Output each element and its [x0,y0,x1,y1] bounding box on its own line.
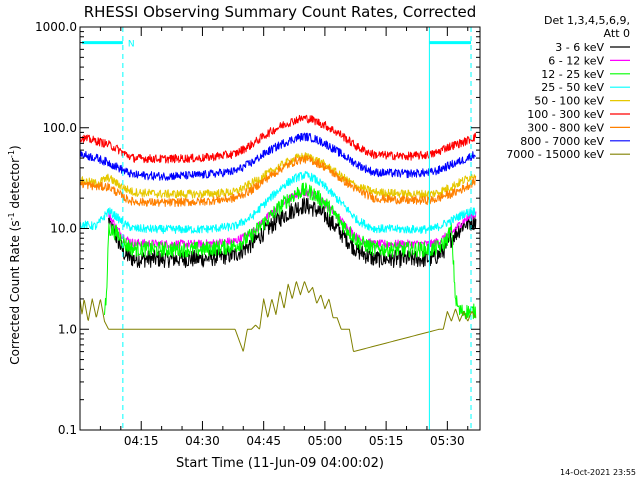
footer-date: 14-Oct-2021 23:55 [560,468,636,477]
series-line-7000-15000-kev [80,281,477,353]
legend-label-3-6-kev: 3 - 6 keV [555,41,604,54]
chart-title: RHESSI Observing Summary Count Rates, Co… [84,3,477,21]
series-line-3-6-kev [108,197,477,269]
series-line-6-12-kev [108,188,477,249]
series-6-12-kev [108,188,477,249]
legend-label-100-300-kev: 100 - 300 keV [527,108,604,121]
y-axis-label: Corrected Count Rate (s-1 detector-1) [7,145,22,364]
legend-label-300-800-kev: 300 - 800 keV [527,121,604,134]
series-line-50-100-kev [80,152,477,199]
legend-header-line-2: Att 0 [604,27,630,40]
series-25-50-kev [80,170,476,235]
y-axis-label-mid: detector [8,158,22,213]
series-3-6-kev [108,197,477,269]
series-12-25-kev [103,182,477,320]
legend-label-800-7000-kev: 800 - 7000 keV [520,135,604,148]
series-50-100-kev [80,152,477,199]
y-axis-label-prefix: Corrected Count Rate (s [8,220,22,364]
series-line-25-50-kev [80,170,476,235]
x-axis-label: Start Time (11-Jun-09 04:00:02) [176,456,384,471]
series-line-100-300-kev [80,114,477,164]
y-axis-label-suffix: ) [8,145,22,150]
legend-label-12-25-kev: 12 - 25 keV [541,68,604,81]
series-300-800-kev [80,154,476,208]
x-tick-label-0: 04:15 [124,434,159,448]
series-800-7000-kev [80,132,476,181]
y-tick-label-0: 0.1 [58,423,77,437]
y-axis-label-sup-2: -1 [7,150,16,158]
x-tick-label-4: 05:15 [369,434,404,448]
series-layer [80,114,477,353]
legend-label-7000-15000-kev: 7000 - 15000 keV [506,148,604,161]
y-tick-label-2: 10.0 [50,222,77,236]
y-axis-label-sup-1: -1 [7,212,16,220]
legend-header-line-1: Det 1,3,4,5,6,9, [544,14,630,27]
legend-label-50-100-kev: 50 - 100 keV [534,95,604,108]
series-line-12-25-kev [103,182,477,320]
legend-label-6-12-kev: 6 - 12 keV [548,54,604,67]
y-tick-label-3: 100.0 [43,121,77,135]
series-7000-15000-kev [80,281,477,353]
y-tick-label-4: 1000.0 [35,20,77,34]
x-tick-label-5: 05:30 [430,434,465,448]
series-line-800-7000-kev [80,132,476,181]
legend-label-25-50-kev: 25 - 50 keV [541,81,604,94]
series-100-300-kev [80,114,477,164]
y-tick-label-1: 1.0 [58,322,77,336]
axes-layer: 0.1 1.0 10.0 100.0 1000.0 04:15 04:30 04:45 05:0… [35,20,481,448]
series-line-300-800-kev [80,154,476,208]
x-tick-label-2: 04:45 [246,434,281,448]
x-tick-label-1: 04:30 [185,434,220,448]
attenuator-marker-label: N [128,40,135,50]
x-tick-label-3: 05:00 [308,434,343,448]
